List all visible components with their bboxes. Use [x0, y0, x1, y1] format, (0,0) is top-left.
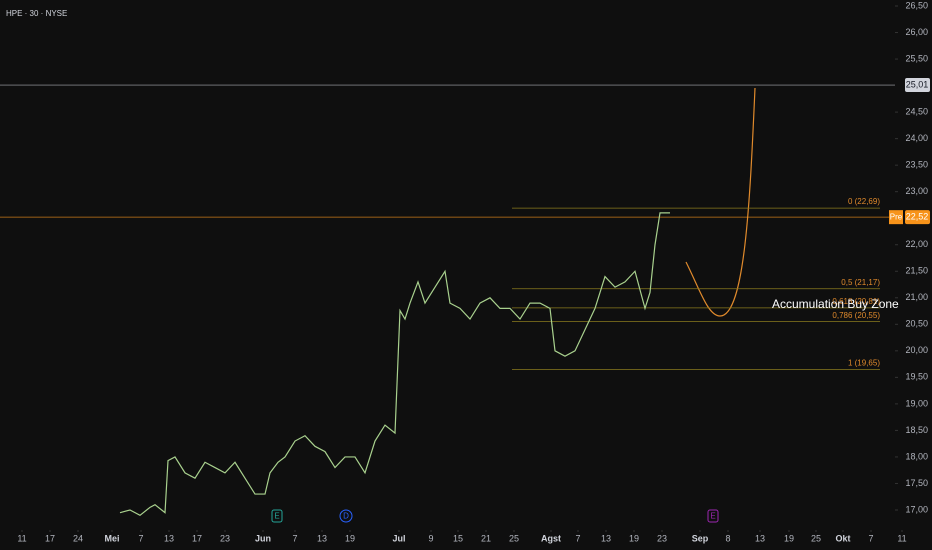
- x-tick-label: 23: [657, 533, 667, 543]
- y-tick-label: 17,00: [905, 504, 928, 514]
- annotation: Accumulation Buy Zone: [772, 297, 899, 311]
- y-tick-label: 23,00: [905, 186, 928, 196]
- x-tick-label: 19: [784, 533, 794, 543]
- fib-label: 0,618 (20,81): [832, 297, 880, 306]
- y-tick-label: 21,00: [905, 292, 928, 302]
- x-tick-label: 13: [601, 533, 611, 543]
- x-tick-label: 7: [292, 533, 297, 543]
- y-tick-label: 21,50: [905, 266, 928, 276]
- chart-title: HPE · 30 · NYSE: [6, 9, 67, 18]
- fib-label: 0,786 (20,55): [832, 311, 880, 320]
- x-tick-label: 13: [755, 533, 765, 543]
- y-tick-label: 19,00: [905, 398, 928, 408]
- x-tick-label: 19: [345, 533, 355, 543]
- y-tick-label: 20,50: [905, 319, 928, 329]
- event-marker: E: [710, 512, 715, 521]
- x-tick-label: 9: [428, 533, 433, 543]
- x-tick-label: 15: [453, 533, 463, 543]
- x-tick-label: 7: [138, 533, 143, 543]
- x-tick-label: Jul: [392, 533, 405, 543]
- y-tick-label: 24,50: [905, 106, 928, 116]
- fib-label: 0 (22,69): [848, 197, 880, 206]
- price-tag-bg: [905, 78, 930, 93]
- x-tick-label: Jun: [255, 533, 271, 543]
- y-tick-label: 18,00: [905, 451, 928, 461]
- x-tick-label: 17: [45, 533, 55, 543]
- event-marker-bg: [339, 509, 353, 523]
- event-marker: D: [343, 512, 349, 521]
- price-tag-bg: [905, 210, 930, 225]
- x-tick-label: Sep: [692, 533, 709, 543]
- x-tick-label: 13: [164, 533, 174, 543]
- projection-curve: [685, 87, 756, 317]
- y-tick-label: 26,00: [905, 27, 928, 37]
- x-tick-label: 21: [481, 533, 491, 543]
- event-marker-bg: [707, 509, 719, 523]
- price-tag: 22,52: [906, 212, 929, 222]
- pre-tag-bg: [889, 210, 903, 225]
- y-tick-label: 22,00: [905, 239, 928, 249]
- x-tick-label: 7: [868, 533, 873, 543]
- price-line-series: [119, 212, 670, 517]
- fib-label: 1 (19,65): [848, 359, 880, 368]
- y-tick-label: 20,00: [905, 345, 928, 355]
- event-marker: E: [274, 512, 279, 521]
- x-tick-label: 13: [317, 533, 327, 543]
- x-tick-label: 7: [575, 533, 580, 543]
- fib-label: 0,5 (21,17): [841, 278, 880, 287]
- y-tick-label: 23,50: [905, 160, 928, 170]
- x-tick-label: 25: [509, 533, 519, 543]
- x-tick-label: 11: [17, 533, 26, 543]
- x-tick-label: Mei: [104, 533, 119, 543]
- y-tick-label: 18,50: [905, 425, 928, 435]
- x-tick-label: 19: [629, 533, 639, 543]
- pre-tag: Pre: [890, 212, 903, 221]
- y-tick-label: 26,50: [905, 0, 928, 10]
- x-tick-label: 24: [73, 533, 83, 543]
- x-tick-label: 23: [220, 533, 230, 543]
- x-tick-label: 11: [897, 533, 906, 543]
- y-tick-label: 25,50: [905, 53, 928, 63]
- x-tick-label: Okt: [835, 533, 850, 543]
- x-tick-label: Agst: [541, 533, 561, 543]
- x-tick-label: 8: [725, 533, 730, 543]
- y-tick-label: 17,50: [905, 478, 928, 488]
- y-tick-label: 24,00: [905, 133, 928, 143]
- x-tick-label: 17: [192, 533, 202, 543]
- y-tick-label: 19,50: [905, 372, 928, 382]
- x-tick-label: 25: [811, 533, 821, 543]
- price-tag: 25,01: [906, 79, 929, 89]
- event-marker-bg: [271, 509, 283, 523]
